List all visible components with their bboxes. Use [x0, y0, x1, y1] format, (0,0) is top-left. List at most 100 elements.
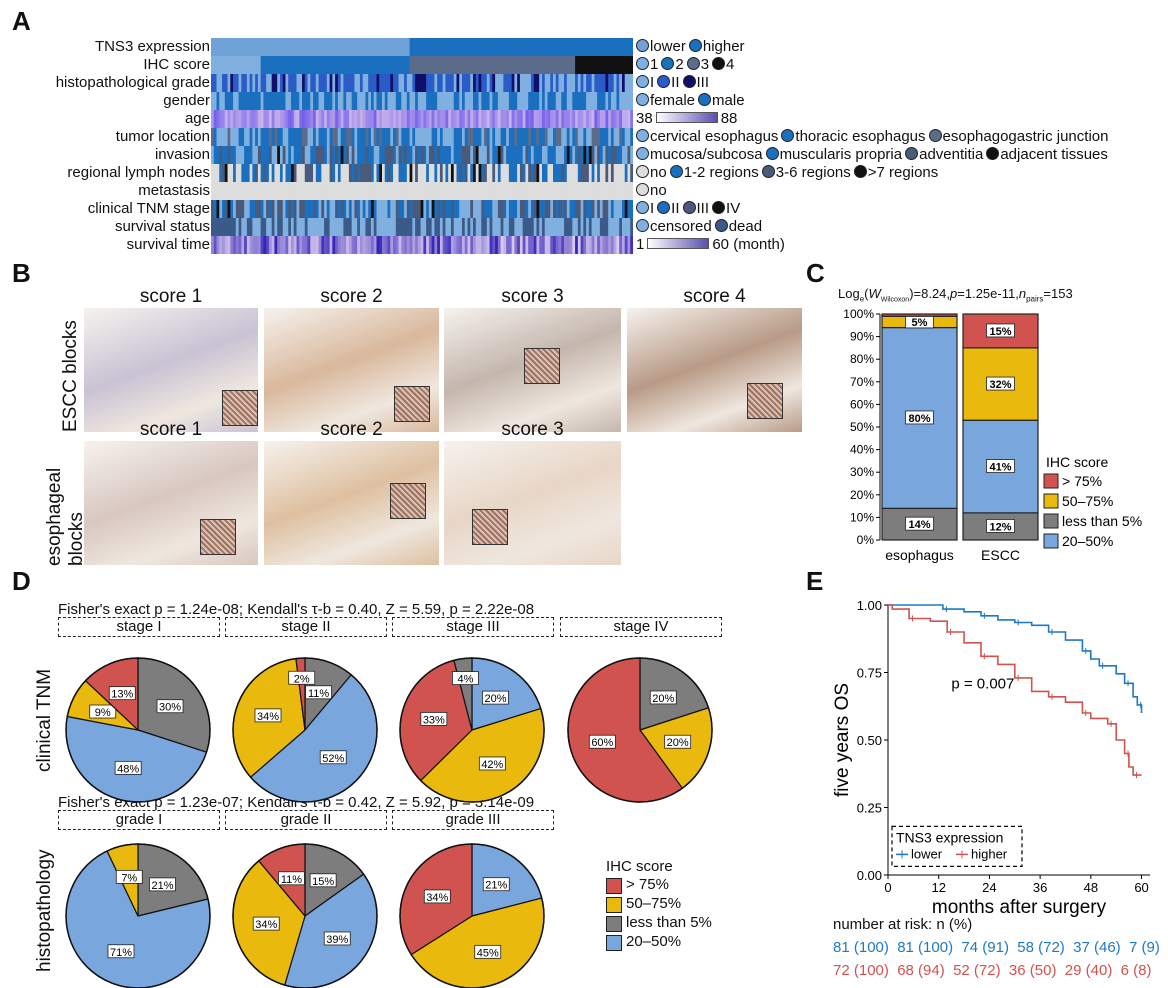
heatmap-cell [627, 110, 631, 128]
y-tick-label: 80% [850, 352, 874, 366]
heatmap-cell [401, 74, 405, 92]
heatmap-cell [434, 218, 438, 236]
heatmap-cell [431, 182, 435, 200]
heatmap-cell [586, 92, 590, 110]
heatmap-cell [627, 200, 631, 218]
heatmap-cell [343, 200, 347, 218]
heatmap-cell [398, 128, 402, 146]
heatmap-cell [409, 74, 413, 92]
heatmap-cell [390, 74, 394, 92]
heatmap-cell [619, 92, 623, 110]
heatmap-cell [211, 128, 215, 146]
heatmap-cell [313, 38, 317, 56]
score-title: score 1 [139, 286, 203, 307]
heatmap-cell [335, 110, 339, 128]
heatmap-cell [315, 74, 319, 92]
heatmap-cell [608, 92, 612, 110]
heatmap-cell [241, 218, 245, 236]
heatmap-cell [274, 92, 278, 110]
heatmap-cell [610, 74, 615, 92]
heatmap-cell [536, 74, 540, 92]
heatmap-cell [285, 182, 289, 200]
heatmap-cell [384, 146, 388, 164]
heatmap-cell [343, 146, 347, 164]
heatmap-cell [393, 56, 397, 74]
heatmap-cell [431, 218, 435, 236]
heatmap-cell [445, 164, 449, 182]
legend-label: > 75% [626, 876, 669, 893]
heatmap-cell [246, 218, 251, 236]
heatmap-cell [415, 164, 419, 182]
heatmap-cell [514, 200, 518, 218]
heatmap-cell [296, 128, 300, 146]
heatmap-cell [519, 38, 524, 56]
heatmap-cell [473, 218, 477, 236]
heatmap-cell [299, 200, 303, 218]
heatmap-cell [359, 236, 364, 254]
heatmap-cell [279, 38, 284, 56]
heatmap-cell [340, 146, 344, 164]
heatmap-legend-row: lower higher [636, 38, 748, 56]
heatmap-cell [439, 164, 444, 182]
heatmap-cell [630, 164, 633, 182]
heatmap-cell [362, 164, 366, 182]
heatmap-cell [241, 236, 245, 254]
heatmap-cell [395, 92, 399, 110]
heatmap-cell [503, 56, 507, 74]
heatmap-cell [415, 56, 419, 74]
heatmap-cell [379, 92, 383, 110]
heatmap-cell [390, 236, 394, 254]
heatmap-cell [277, 164, 281, 182]
heatmap-cell [497, 56, 502, 74]
heatmap-cell [575, 236, 579, 254]
heatmap-cell [244, 182, 248, 200]
heatmap-cell [486, 74, 490, 92]
heatmap-cell [318, 146, 322, 164]
heatmap-cell [497, 74, 502, 92]
pie-outline [65, 843, 211, 988]
heatmap-cell [406, 218, 410, 236]
pie-label-box [478, 756, 506, 771]
heatmap-cell [431, 110, 435, 128]
heatmap-cell [213, 128, 217, 146]
heatmap-cell [271, 38, 275, 56]
heatmap-cell [497, 236, 502, 254]
heatmap-legend-row: 1 60 (month) [636, 236, 785, 254]
heatmap-cell [544, 56, 548, 74]
bar-label-box [986, 519, 1015, 533]
heatmap-cell [238, 164, 242, 182]
heatmap-cell [426, 218, 430, 236]
heatmap-cell [393, 146, 397, 164]
heatmap-cell [575, 146, 579, 164]
heatmap-cell [337, 164, 342, 182]
heatmap-cell [558, 74, 562, 92]
heatmap-cell [288, 182, 292, 200]
heatmap-cell [613, 92, 617, 110]
heatmap-cell [219, 200, 223, 218]
heatmap-cell [326, 110, 330, 128]
heatmap-cell [279, 164, 284, 182]
heatmap-cell [431, 56, 435, 74]
heatmap-cell [235, 236, 239, 254]
heatmap-cell [489, 200, 493, 218]
heatmap-cell [310, 110, 314, 128]
heatmap-cell [519, 218, 524, 236]
heatmap-cell [409, 146, 413, 164]
heatmap-cell [486, 38, 490, 56]
heatmap-cell [572, 182, 576, 200]
heatmap-cell [415, 74, 419, 92]
heatmap-cell [484, 56, 488, 74]
heatmap-cell [621, 74, 626, 92]
heatmap-cell [519, 236, 524, 254]
heatmap-cell [321, 182, 325, 200]
p-value-annotation: p = 0.007 [951, 676, 1014, 693]
heatmap-cell [484, 182, 488, 200]
heatmap-cell [379, 146, 383, 164]
pie-data-label: 20% [667, 737, 689, 749]
heatmap-cell [553, 74, 557, 92]
heatmap-cell [442, 218, 446, 236]
heatmap-cell [304, 200, 308, 218]
heatmap-cell [420, 56, 424, 74]
heatmap-cell [566, 236, 570, 254]
legend-label: male [712, 92, 745, 109]
